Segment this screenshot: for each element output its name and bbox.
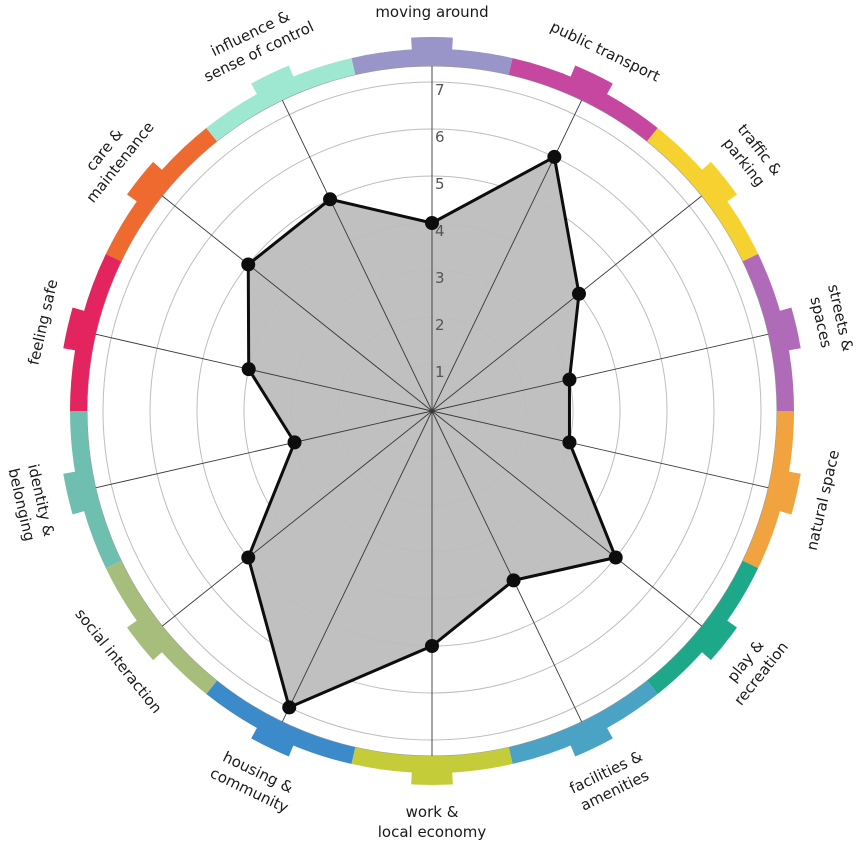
category-label-3: streets &spaces	[806, 283, 856, 354]
ring-tab-3	[778, 307, 801, 351]
tick-label: 1	[435, 363, 445, 381]
data-point	[562, 435, 577, 450]
data-point	[506, 573, 521, 588]
ring-segment-3	[742, 253, 794, 411]
tick-label: 4	[435, 222, 445, 240]
ring-segment-6	[508, 680, 658, 764]
data-point	[562, 372, 577, 387]
ring-tab-9	[127, 619, 163, 661]
ring-segment-5	[647, 560, 759, 695]
spoke-overlay-11	[248, 368, 433, 412]
ring-segment-9	[105, 560, 217, 695]
category-label-13: influence &sense of control	[201, 7, 317, 86]
ring-segment-10	[70, 411, 122, 569]
spoke-overlay-10	[294, 410, 433, 443]
tick-label: 3	[435, 269, 445, 287]
ring-segment-11	[70, 253, 122, 411]
ring-tab-13	[251, 65, 294, 95]
ring-segment-1	[508, 58, 658, 142]
ring-tab-11	[63, 307, 86, 351]
spoke-overlay-4	[431, 410, 570, 443]
category-label-11: feeling safe	[25, 278, 62, 367]
category-label-line: local economy	[378, 823, 487, 841]
spoke-overlay-5	[431, 410, 617, 558]
data-layer	[241, 149, 623, 715]
category-label-6: facilities &amenities	[567, 747, 652, 814]
color-ring	[63, 36, 801, 786]
data-point	[241, 257, 256, 272]
spoke-overlay-9	[247, 410, 433, 558]
data-point	[241, 362, 256, 377]
tick-label: 5	[435, 175, 445, 193]
spoke-overlay-13	[329, 199, 433, 412]
spoke-overlay-1	[431, 156, 555, 412]
tick-label: 6	[435, 128, 445, 146]
category-label-line: work &	[406, 803, 459, 821]
category-label-4: natural space	[803, 448, 843, 552]
spoke-overlay-6	[431, 410, 514, 581]
ring-tab-10	[63, 471, 86, 515]
data-point	[282, 700, 297, 715]
ring-segment-7	[351, 747, 513, 773]
spoke-overlay-3	[431, 379, 570, 412]
data-point	[571, 286, 586, 301]
category-label-line: natural space	[803, 448, 843, 552]
ring-tab-0	[411, 36, 453, 51]
ring-tab-5	[701, 619, 737, 661]
spoke-overlay-2	[431, 293, 580, 412]
ring-segment-2	[647, 127, 759, 262]
ring-segment-13	[206, 58, 356, 142]
ring-tab-2	[701, 161, 737, 203]
tick-label: 2	[435, 316, 445, 334]
data-point	[323, 192, 338, 207]
ring-tab-6	[570, 727, 613, 757]
data-point	[547, 149, 562, 164]
category-label-line: moving around	[375, 3, 488, 21]
category-label-2: traffic &parking	[719, 121, 785, 191]
ring-tab-12	[127, 161, 163, 203]
category-label-line: feeling safe	[25, 278, 62, 367]
data-point	[241, 550, 256, 565]
spoke-overlay-8	[288, 410, 433, 708]
ring-segment-4	[742, 411, 794, 569]
spoke-overlay-12	[247, 264, 433, 412]
ring-segment-12	[105, 127, 217, 262]
data-point	[425, 639, 439, 653]
ring-tab-8	[251, 727, 294, 757]
tick-labels: 1 2 3 4 5 6 7	[435, 81, 445, 381]
ring-tab-7	[411, 771, 453, 786]
category-label-7: work & local economy	[378, 803, 487, 841]
ring-segment-8	[206, 680, 356, 764]
tick-label: 7	[435, 81, 445, 99]
data-point	[287, 435, 302, 450]
data-point	[608, 550, 623, 565]
category-label-8: housing &community	[207, 748, 296, 817]
ring-tab-1	[570, 65, 613, 95]
data-point	[425, 216, 439, 230]
ring-tab-4	[778, 471, 801, 515]
category-label-10: identity &belonging	[5, 462, 59, 543]
category-label-0: moving around	[375, 3, 488, 21]
ring-segment-0	[351, 49, 513, 75]
